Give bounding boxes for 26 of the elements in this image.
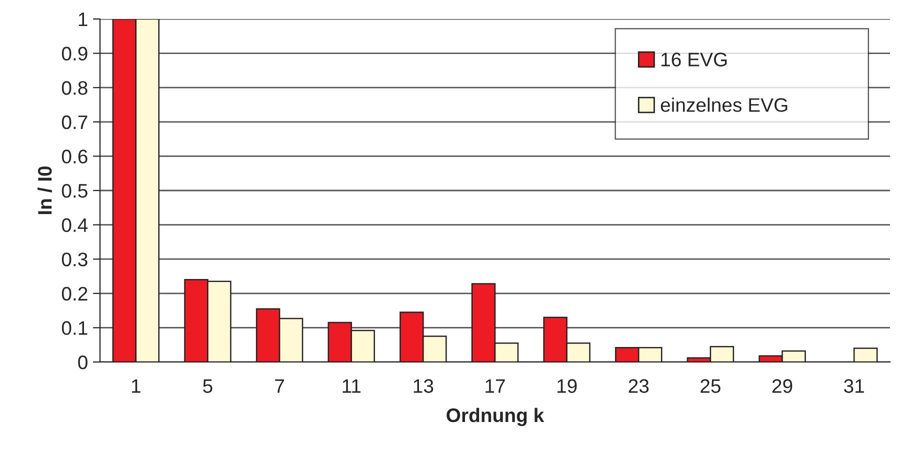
y-tick-label: 0.2 [62,286,88,301]
y-tick-label: 0.9 [62,46,88,61]
y-tick-label: 0.7 [62,115,88,130]
x-tick-label: 17 [486,379,505,393]
x-axis-title: Ordnung k [446,408,544,426]
x-tick-label: 29 [772,379,792,393]
x-tick-label: 11 [342,379,361,393]
y-axis-title: In / I0 [37,166,52,214]
x-tick-label: 7 [275,379,284,393]
x-tick-label: 13 [414,379,434,393]
y-tick-label: 0.6 [62,150,88,164]
x-tick-label: 5 [203,379,212,393]
y-tick-label: 0.1 [62,321,88,335]
x-tick-label: 19 [557,379,577,393]
y-tick-label: 0 [78,355,88,370]
x-tick-label: 23 [628,379,649,393]
x-tick-label: 1 [132,379,140,393]
y-tick-label: 0.5 [62,184,88,198]
y-tick-label: 0.4 [62,218,88,232]
y-tick-label: 1 [78,12,88,26]
legend-label: einzelnes EVG [660,98,788,112]
y-tick-label: 0.3 [62,252,88,266]
y-tick-label: 0.8 [62,81,88,95]
legend-label: 16 EVG [662,52,727,66]
x-tick-label: 25 [700,379,720,393]
x-tick-label: 31 [844,379,864,393]
